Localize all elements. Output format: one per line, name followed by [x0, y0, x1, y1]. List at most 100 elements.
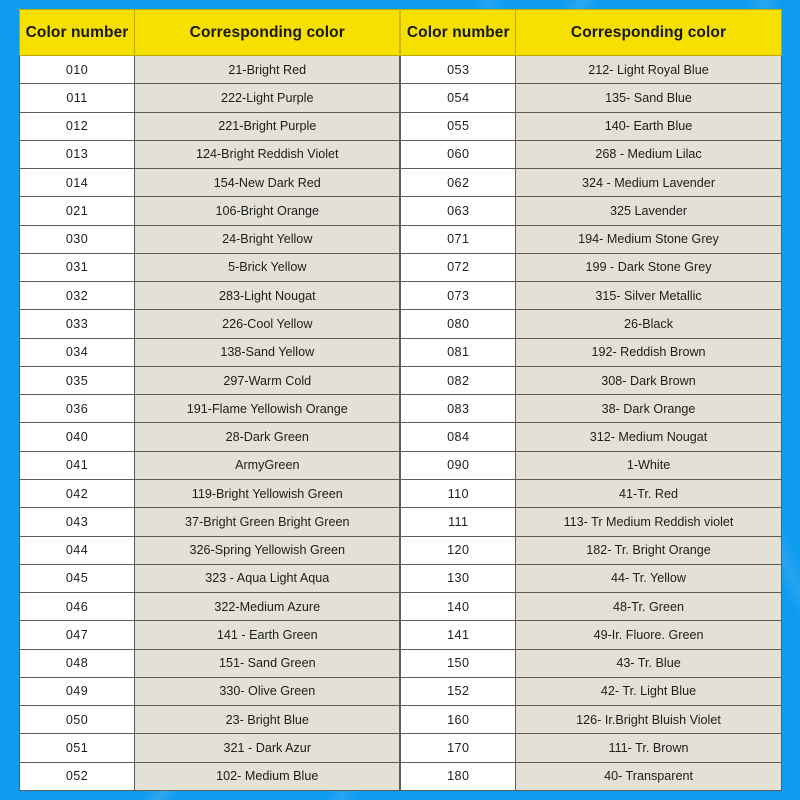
- cell-left-color-number: 043: [18, 507, 136, 537]
- cell-right-corresponding-color: 212- Light Royal Blue: [515, 54, 782, 85]
- table-row: 033 226-Cool Yellow 080 26-Black: [18, 309, 782, 339]
- table-row: 030 24-Bright Yellow 071 194- Medium Stone …: [18, 224, 782, 254]
- cell-right-color-number: 140: [399, 592, 517, 622]
- cell-left-color-number: 048: [18, 648, 136, 678]
- cell-left-corresponding-color: 138-Sand Yellow: [134, 337, 402, 367]
- cell-right-color-number: 062: [399, 168, 517, 198]
- table-row: 043 37-Bright Green Bright Green 111 113- T…: [18, 507, 782, 537]
- table-row: 012 221-Bright Purple 055 140- Earth Blue: [18, 111, 782, 141]
- table-row: 032 283-Light Nougat 073 315- Silver Metall…: [18, 281, 782, 311]
- cell-right-corresponding-color: 42- Tr. Light Blue: [515, 676, 782, 707]
- table-row: 047 141 - Earth Green 141 49-Ir. Fluore. Gr…: [18, 620, 782, 650]
- cell-left-color-number: 011: [18, 83, 136, 113]
- cell-left-corresponding-color: 21-Bright Red: [134, 54, 402, 85]
- cell-left-color-number: 050: [18, 705, 136, 735]
- table-row: 036 191-Flame Yellowish Orange 083 38- Dark…: [18, 394, 782, 424]
- header-right-color-number: Color number: [399, 9, 517, 56]
- header-left-color-number: Color number: [18, 9, 136, 56]
- table-row: 014 154-New Dark Red 062 324 - Medium Laven…: [18, 168, 782, 198]
- cell-left-color-number: 042: [18, 478, 136, 509]
- cell-left-corresponding-color: 191-Flame Yellowish Orange: [134, 394, 402, 424]
- cell-left-color-number: 040: [18, 422, 136, 452]
- cell-left-corresponding-color: 330- Olive Green: [134, 676, 402, 707]
- table-row: 021 106-Bright Orange 063 325 Lavender: [18, 196, 782, 226]
- cell-left-corresponding-color: 226-Cool Yellow: [134, 309, 402, 339]
- cell-left-corresponding-color: 5-Brick Yellow: [134, 252, 402, 283]
- cell-left-color-number: 052: [18, 761, 136, 792]
- cell-right-color-number: 170: [399, 733, 517, 763]
- cell-right-color-number: 053: [399, 54, 517, 85]
- cell-right-corresponding-color: 182- Tr. Bright Orange: [515, 535, 782, 565]
- cell-right-color-number: 082: [399, 365, 517, 396]
- table-row: 049 330- Olive Green 152 42- Tr. Light Blue: [18, 676, 782, 707]
- table-row: 011 222-Light Purple 054 135- Sand Blue: [18, 83, 782, 113]
- cell-left-corresponding-color: 221-Bright Purple: [134, 111, 402, 141]
- cell-right-color-number: 141: [399, 620, 517, 650]
- cell-left-corresponding-color: 151- Sand Green: [134, 648, 402, 678]
- table-row: 044 326-Spring Yellowish Green 120 182- Tr.…: [18, 535, 782, 565]
- cell-left-color-number: 035: [18, 365, 136, 396]
- cell-right-color-number: 152: [399, 676, 517, 707]
- cell-left-color-number: 049: [18, 676, 136, 707]
- cell-right-corresponding-color: 194- Medium Stone Grey: [515, 224, 782, 254]
- table-row: 010 21-Bright Red 053 212- Light Royal Blue: [18, 54, 782, 85]
- cell-right-color-number: 063: [399, 196, 517, 226]
- cell-right-color-number: 072: [399, 252, 517, 283]
- cell-right-corresponding-color: 48-Tr. Green: [515, 592, 782, 622]
- cell-left-color-number: 030: [18, 224, 136, 254]
- cell-right-color-number: 130: [399, 563, 517, 594]
- table-row: 045 323 - Aqua Light Aqua 130 44- Tr. Yello…: [18, 563, 782, 594]
- cell-left-corresponding-color: 154-New Dark Red: [134, 168, 402, 198]
- cell-left-corresponding-color: 28-Dark Green: [134, 422, 402, 452]
- cell-left-color-number: 012: [18, 111, 136, 141]
- cell-right-corresponding-color: 41-Tr. Red: [515, 478, 782, 509]
- cell-right-color-number: 090: [399, 450, 517, 480]
- cell-right-corresponding-color: 40- Transparent: [515, 761, 782, 792]
- cell-right-corresponding-color: 140- Earth Blue: [515, 111, 782, 141]
- color-reference-table-frame: Color number Corresponding color Color n…: [18, 9, 782, 792]
- cell-right-color-number: 120: [399, 535, 517, 565]
- table-row: 040 28-Dark Green 084 312- Medium Nougat: [18, 422, 782, 452]
- table-row: 041 ArmyGreen 090 1-White: [18, 450, 782, 480]
- cell-left-color-number: 051: [18, 733, 136, 763]
- cell-right-corresponding-color: 192- Reddish Brown: [515, 337, 782, 367]
- cell-left-corresponding-color: ArmyGreen: [134, 450, 402, 480]
- cell-left-color-number: 010: [18, 54, 136, 85]
- table-row: 034 138-Sand Yellow 081 192- Reddish Brown: [18, 337, 782, 367]
- cell-left-corresponding-color: 283-Light Nougat: [134, 281, 402, 311]
- cell-right-corresponding-color: 325 Lavender: [515, 196, 782, 226]
- cell-left-color-number: 032: [18, 281, 136, 311]
- cell-left-color-number: 047: [18, 620, 136, 650]
- cell-left-color-number: 046: [18, 592, 136, 622]
- cell-left-color-number: 013: [18, 139, 136, 170]
- cell-right-color-number: 083: [399, 394, 517, 424]
- table-row: 042 119-Bright Yellowish Green 110 41-Tr. R…: [18, 478, 782, 509]
- header-row: Color number Corresponding color Color n…: [18, 9, 782, 56]
- cell-right-corresponding-color: 26-Black: [515, 309, 782, 339]
- cell-right-corresponding-color: 1-White: [515, 450, 782, 480]
- cell-left-corresponding-color: 37-Bright Green Bright Green: [134, 507, 402, 537]
- cell-right-color-number: 073: [399, 281, 517, 311]
- cell-right-color-number: 055: [399, 111, 517, 141]
- cell-right-color-number: 110: [399, 478, 517, 509]
- cell-left-color-number: 014: [18, 168, 136, 198]
- cell-left-corresponding-color: 102- Medium Blue: [134, 761, 402, 792]
- cell-right-corresponding-color: 324 - Medium Lavender: [515, 168, 782, 198]
- table-row: 051 321 - Dark Azur 170 111- Tr. Brown: [18, 733, 782, 763]
- table-header: Color number Corresponding color Color n…: [18, 9, 782, 56]
- table-row: 013 124-Bright Reddish Violet 060 268 - Med…: [18, 139, 782, 170]
- cell-left-corresponding-color: 106-Bright Orange: [134, 196, 402, 226]
- table-row: 035 297-Warm Cold 082 308- Dark Brown: [18, 365, 782, 396]
- cell-left-corresponding-color: 321 - Dark Azur: [134, 733, 402, 763]
- cell-right-color-number: 150: [399, 648, 517, 678]
- table-row: 031 5-Brick Yellow 072 199 - Dark Stone Gre…: [18, 252, 782, 283]
- cell-right-corresponding-color: 38- Dark Orange: [515, 394, 782, 424]
- cell-right-corresponding-color: 315- Silver Metallic: [515, 281, 782, 311]
- cell-left-color-number: 034: [18, 337, 136, 367]
- cell-right-corresponding-color: 111- Tr. Brown: [515, 733, 782, 763]
- cell-right-color-number: 071: [399, 224, 517, 254]
- cell-right-color-number: 111: [399, 507, 517, 537]
- cell-right-corresponding-color: 199 - Dark Stone Grey: [515, 252, 782, 283]
- cell-right-color-number: 160: [399, 705, 517, 735]
- cell-left-color-number: 041: [18, 450, 136, 480]
